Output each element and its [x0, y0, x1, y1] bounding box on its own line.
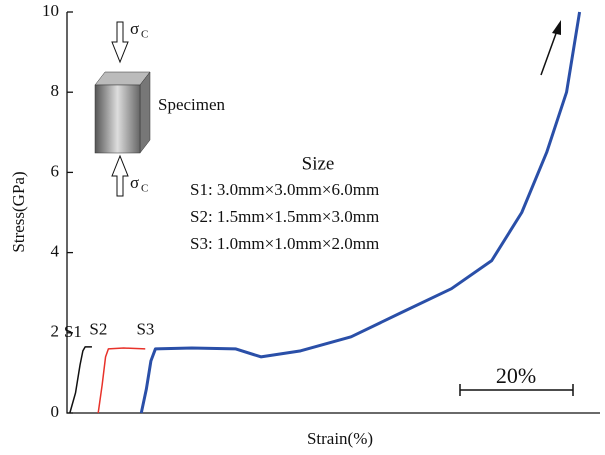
sigma-bottom: σ: [130, 173, 139, 192]
y-tick-label: 4: [51, 242, 60, 261]
y-tick-label: 6: [51, 161, 60, 180]
sigma-bottom-sub: C: [141, 183, 148, 195]
sigma-top: σ: [130, 19, 139, 38]
scale-bar-label: 20%: [496, 363, 536, 388]
x-axis-label: Strain(%): [307, 429, 373, 448]
sigma-top-sub: C: [141, 29, 148, 41]
y-tick-label: 0: [51, 402, 60, 421]
y-tick-label: 2: [51, 322, 60, 341]
y-tick-label: 8: [51, 81, 60, 100]
specimen-label: Specimen: [158, 95, 226, 114]
series-line: [69, 346, 92, 414]
size-line: S2: 1.5mm×1.5mm×3.0mm: [190, 207, 379, 226]
series-line: [139, 11, 582, 414]
specimen-sketch: [94, 21, 151, 197]
size-line: S3: 1.0mm×1.0mm×2.0mm: [190, 234, 379, 253]
direction-arrow: [540, 20, 561, 76]
scale-bar: [459, 384, 574, 396]
size-title: Size: [302, 153, 335, 174]
series-label: S2: [89, 320, 107, 339]
size-line: S1: 3.0mm×3.0mm×6.0mm: [190, 180, 379, 199]
y-axis-label: Stress(GPa): [9, 171, 28, 252]
series-label: S1: [64, 322, 82, 341]
series-line: [97, 347, 146, 414]
series-label: S3: [136, 320, 154, 339]
y-tick-label: 10: [42, 1, 59, 20]
